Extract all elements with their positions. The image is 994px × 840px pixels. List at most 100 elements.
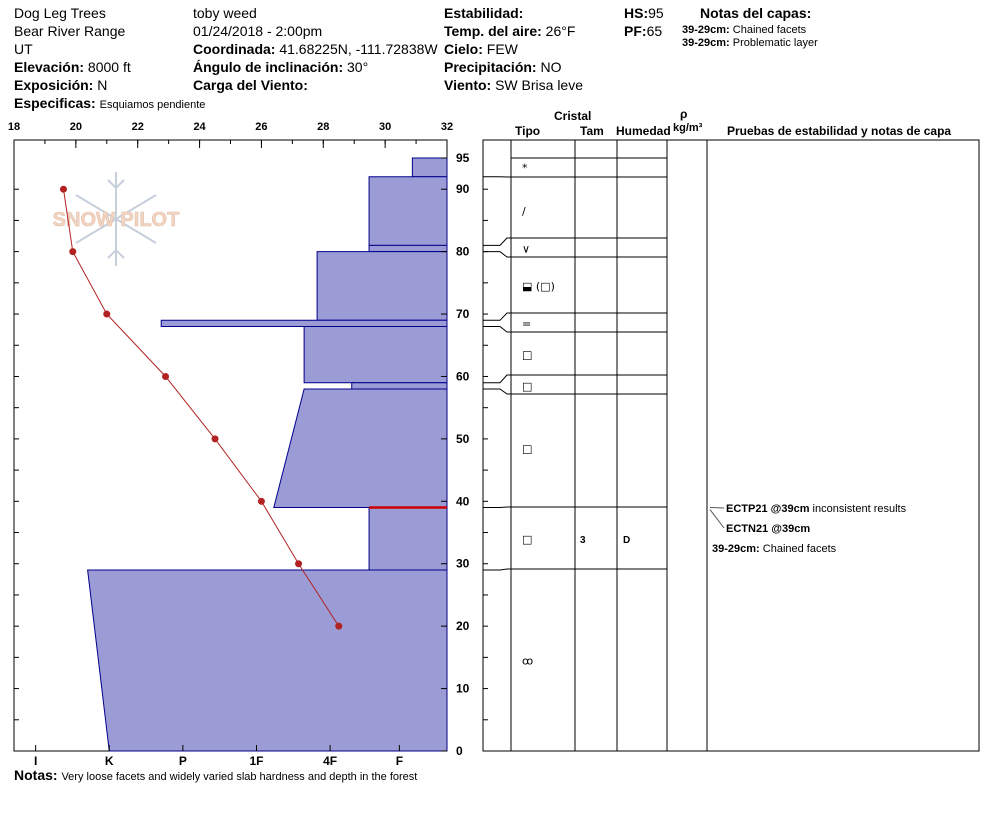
notes-label: Notas: bbox=[14, 767, 58, 783]
precip-value: NO bbox=[540, 59, 562, 75]
datetime: 01/24/2018 - 2:00pm bbox=[193, 23, 323, 39]
temperature-axis: 18 20 22 24 26 28 30 32 bbox=[8, 121, 453, 148]
hardness-layers bbox=[87, 157, 448, 752]
temperature-point bbox=[211, 435, 219, 443]
grain-type: □ bbox=[522, 380, 532, 393]
hardness-layer bbox=[351, 382, 448, 390]
hardness-layer bbox=[87, 569, 448, 752]
sky-value: FEW bbox=[486, 41, 518, 57]
wind: Viento: SW Brisa leve bbox=[444, 77, 583, 93]
temperature-point bbox=[69, 248, 77, 256]
snowpilot-logo-text: SNOW PILOT bbox=[53, 209, 180, 231]
specifics-value: Esquiamos pendiente bbox=[99, 99, 206, 111]
depth-connector bbox=[483, 568, 511, 571]
pf: PF:65 bbox=[624, 23, 662, 39]
temp-tick-label: 26 bbox=[255, 121, 267, 133]
depth-connector bbox=[483, 326, 511, 333]
aspect-label: Exposición: bbox=[14, 77, 94, 93]
location-name: Dog Leg Trees bbox=[14, 5, 106, 21]
hardness-tick-label: P bbox=[179, 754, 187, 768]
pf-label: PF: bbox=[624, 23, 647, 39]
hardness-tick-label: K bbox=[105, 754, 114, 768]
grain-type: ꝏ bbox=[522, 654, 533, 667]
pf-value: 65 bbox=[646, 23, 663, 39]
grain-type: ∨ bbox=[522, 243, 530, 256]
specifics-label: Especificas: bbox=[14, 95, 96, 111]
wind-label: Viento: bbox=[444, 77, 492, 93]
hs: HS:95 bbox=[624, 5, 664, 21]
hardness-layer bbox=[368, 507, 448, 571]
density-unit-header: kg/m³ bbox=[673, 122, 703, 134]
incline-value: 30° bbox=[347, 59, 369, 75]
depth-tick-label: 60 bbox=[456, 369, 470, 383]
temp-tick-label: 30 bbox=[379, 121, 391, 133]
depth-connector bbox=[483, 237, 511, 246]
wind-load-label: Carga del Viento: bbox=[193, 77, 308, 93]
hardness-layer bbox=[303, 326, 448, 384]
stability-tests: ECTP21 @39cm inconsistent resultsECTN21 … bbox=[709, 503, 907, 555]
depth-connector bbox=[483, 388, 511, 395]
temperature-point bbox=[335, 622, 343, 630]
coordinates: Coordinada: 41.68225N, -111.72838W bbox=[193, 41, 438, 57]
grain-type: * bbox=[522, 161, 528, 174]
temp-tick-label: 28 bbox=[317, 121, 329, 133]
incline: Ángulo de inclinación: 30° bbox=[193, 59, 368, 75]
depth-connector bbox=[483, 374, 511, 384]
grain-type: □ bbox=[522, 349, 532, 362]
state: UT bbox=[14, 41, 33, 57]
grain-table: * / ∨ ⬓ (□) = □ □ □ □ 3 Dꝏ bbox=[483, 140, 708, 751]
depth-tick-label: 20 bbox=[456, 619, 470, 633]
temp-tick-label: 24 bbox=[193, 121, 206, 133]
grain-type: □ bbox=[522, 533, 532, 546]
mountain-range: Bear River Range bbox=[14, 23, 126, 39]
depth-tick-label: 90 bbox=[456, 182, 470, 196]
notes: Notas: Very loose facets and widely vari… bbox=[14, 767, 417, 784]
elevation-label: Elevación: bbox=[14, 59, 85, 75]
depth-axis: 0 10 20 30 40 50 60 70 80 90 95 bbox=[14, 151, 488, 758]
temp-tick-label: 18 bbox=[8, 121, 20, 133]
air-temp-value: 26°F bbox=[545, 23, 576, 39]
layer-note-range: 39-29cm: bbox=[682, 37, 730, 49]
stability-test-code: ECTN21 @39cm bbox=[726, 523, 810, 535]
hardness-layer bbox=[368, 176, 448, 246]
depth-tick-label: 50 bbox=[456, 432, 470, 446]
hardness-layer bbox=[316, 251, 448, 321]
aspect-value: N bbox=[97, 77, 108, 93]
hs-value: 95 bbox=[648, 5, 664, 21]
notes-value: Very loose facets and widely varied slab… bbox=[61, 771, 418, 783]
sky-label: Cielo: bbox=[444, 41, 483, 57]
depth-connector bbox=[483, 312, 511, 321]
temperature-point bbox=[162, 372, 170, 380]
stability: Estabilidad: bbox=[444, 5, 523, 21]
layer-note-text: Problematic layer bbox=[732, 37, 818, 49]
hardness-layer bbox=[160, 319, 448, 328]
layer-comment-text: Chained facets bbox=[760, 543, 837, 555]
precip-label: Precipitación: bbox=[444, 59, 537, 75]
elevation-value: 8000 ft bbox=[87, 59, 131, 75]
layer-comment-range: 39-29cm: bbox=[712, 543, 760, 555]
depth-tick-label: 10 bbox=[456, 682, 470, 696]
hardness-tick-label: F bbox=[396, 754, 403, 768]
layer-notes-title: Notas del capas: bbox=[700, 5, 812, 21]
tests-header: Pruebas de estabilidad y notas de capa bbox=[727, 124, 952, 138]
layer-note-range: 39-29cm: bbox=[682, 24, 730, 36]
cristal-header: Cristal bbox=[554, 109, 592, 123]
hardness-tick-label: 1F bbox=[249, 754, 263, 768]
tipo-header: Tipo bbox=[515, 124, 541, 138]
hardness-tick-label: 4F bbox=[323, 754, 337, 768]
wind-load: Carga del Viento: bbox=[193, 77, 308, 93]
temperature-point bbox=[103, 310, 111, 318]
grain-type: □ bbox=[522, 442, 532, 455]
depth-connector bbox=[483, 251, 511, 258]
air-temp-label: Temp. del aire: bbox=[444, 23, 542, 39]
hardness-layer bbox=[411, 157, 448, 178]
layer-note: 39-29cm: Chained facets bbox=[682, 24, 806, 37]
wind-value: SW Brisa leve bbox=[495, 77, 584, 93]
temp-tick-label: 22 bbox=[132, 121, 144, 133]
hardness-layer bbox=[368, 244, 448, 253]
depth-tick-label: 95 bbox=[456, 151, 470, 165]
temperature-point bbox=[257, 497, 265, 505]
stability-test-code: ECTP21 @39cm bbox=[726, 503, 810, 515]
temperature-profile bbox=[59, 185, 343, 630]
test-arrow bbox=[709, 509, 725, 529]
